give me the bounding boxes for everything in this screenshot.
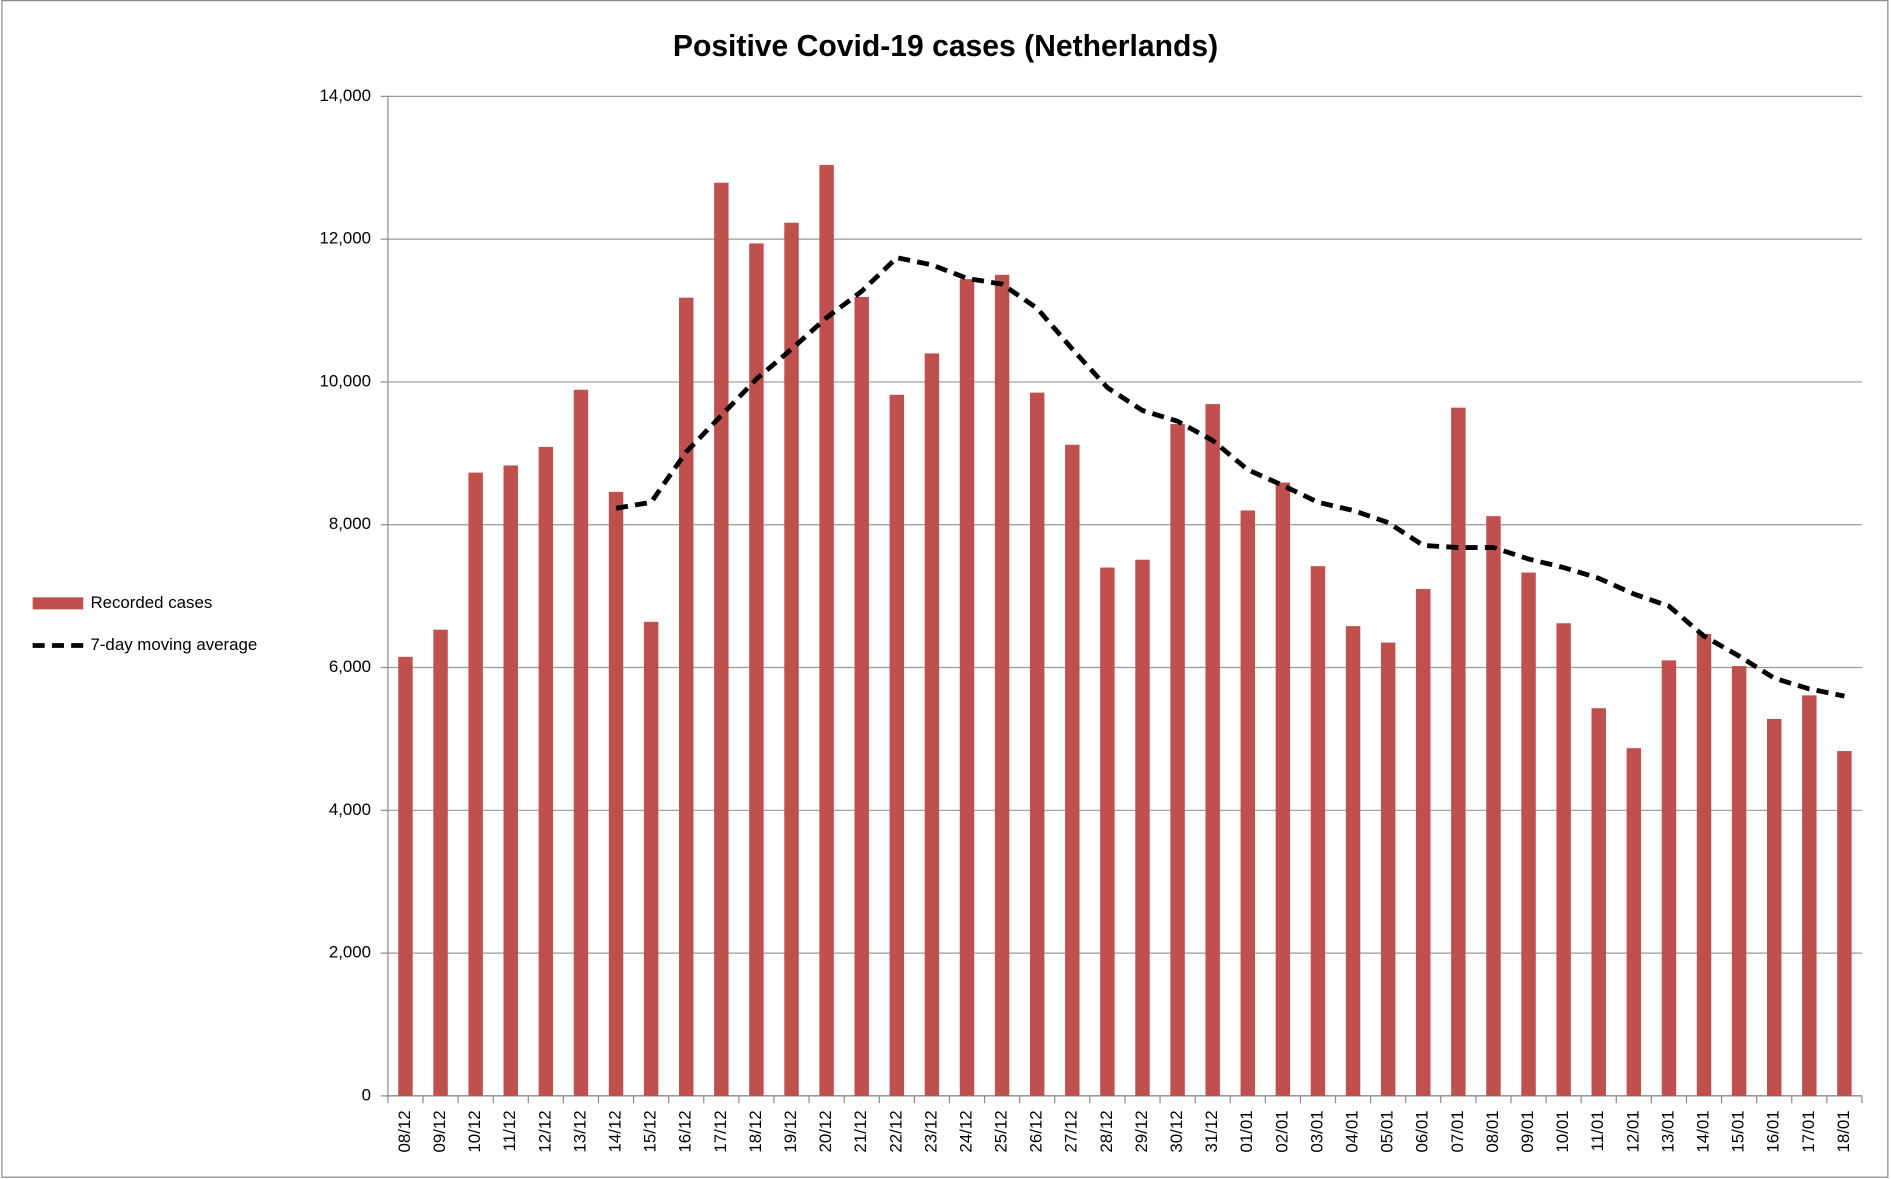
x-tick-label: 10/01: [1553, 1110, 1572, 1152]
bar: [1240, 510, 1256, 1096]
bar: [889, 394, 905, 1096]
bar: [1416, 588, 1431, 1096]
moving-average-line: [615, 255, 1845, 699]
y-tick-label: 14,000: [319, 86, 371, 105]
x-tick-label: 12/12: [535, 1110, 554, 1152]
x-tick-label: 11/01: [1588, 1110, 1607, 1151]
x-tick-label: 05/01: [1378, 1110, 1397, 1152]
x-tick-label: 11/12: [500, 1110, 519, 1151]
x-tick-label: 10/12: [465, 1110, 484, 1152]
x-tick-label: 17/01: [1799, 1110, 1818, 1152]
y-tick-label: 0: [362, 1085, 371, 1104]
bar: [1065, 444, 1080, 1096]
bar: [1591, 708, 1606, 1096]
bar: [1310, 566, 1326, 1096]
bar: [1837, 751, 1852, 1096]
x-tick-label: 04/01: [1343, 1110, 1362, 1152]
y-tick-label: 12,000: [319, 229, 371, 248]
bar: [1626, 748, 1642, 1096]
x-tick-label: 16/12: [676, 1110, 695, 1152]
legend-label: Recorded cases: [90, 593, 212, 612]
x-tick-label: 15/01: [1729, 1110, 1748, 1152]
x-tick-label: 07/01: [1448, 1110, 1467, 1152]
x-tick-label: 17/12: [711, 1110, 730, 1152]
y-tick-label: 6,000: [329, 657, 371, 676]
x-tick-label: 08/12: [395, 1110, 414, 1152]
x-tick-label: 18/12: [746, 1110, 765, 1152]
bar: [643, 621, 659, 1096]
x-tick-label: 09/12: [430, 1110, 449, 1152]
legend-label: 7-day moving average: [90, 635, 257, 654]
y-tick-label: 4,000: [329, 800, 371, 819]
x-tick-label: 31/12: [1202, 1110, 1221, 1152]
x-tick-label: 14/12: [605, 1110, 624, 1152]
x-tick-label: 13/12: [570, 1110, 589, 1152]
x-tick-label: 24/12: [956, 1110, 975, 1152]
bar: [1696, 633, 1712, 1096]
y-tick-label: 2,000: [329, 943, 371, 962]
bar: [854, 296, 869, 1096]
bar: [1029, 392, 1045, 1096]
x-tick-label: 01/01: [1237, 1110, 1256, 1152]
bar: [1275, 482, 1291, 1096]
bar: [1100, 567, 1115, 1096]
x-tick-label: 29/12: [1132, 1110, 1151, 1152]
bar: [924, 353, 940, 1096]
chart-title: Positive Covid-19 cases (Netherlands): [673, 30, 1218, 63]
x-tick-label: 19/12: [781, 1110, 800, 1152]
x-tick-label: 25/12: [992, 1110, 1011, 1152]
bar: [1802, 695, 1817, 1096]
bar: [714, 182, 729, 1096]
bar: [784, 222, 799, 1096]
bar: [959, 279, 975, 1096]
legend-swatch: [32, 597, 84, 610]
x-tick-label: 13/01: [1658, 1110, 1677, 1152]
bar: [749, 243, 764, 1096]
bar: [1451, 407, 1466, 1096]
x-tick-label: 27/12: [1062, 1110, 1081, 1152]
bar: [1556, 623, 1571, 1096]
bar: [1380, 642, 1396, 1096]
bar: [1170, 424, 1185, 1096]
bar: [1135, 559, 1150, 1096]
x-tick-label: 08/01: [1483, 1110, 1502, 1152]
bar: [1731, 666, 1747, 1096]
y-tick-label: 8,000: [329, 514, 371, 533]
x-tick-label: 20/12: [816, 1110, 835, 1152]
x-tick-label: 03/01: [1307, 1110, 1326, 1152]
x-tick-label: 26/12: [1027, 1110, 1046, 1152]
bar: [1486, 516, 1501, 1096]
bar: [573, 389, 589, 1096]
x-tick-label: 22/12: [886, 1110, 905, 1152]
x-tick-label: 23/12: [921, 1110, 940, 1152]
bar: [608, 491, 624, 1096]
bar: [1205, 404, 1220, 1096]
x-tick-label: 12/01: [1623, 1110, 1642, 1152]
bar: [398, 656, 413, 1096]
x-tick-label: 18/01: [1834, 1110, 1853, 1152]
x-tick-label: 02/01: [1272, 1110, 1291, 1152]
bar: [538, 446, 554, 1096]
bar: [994, 274, 1010, 1096]
bar: [433, 629, 448, 1096]
bar: [1661, 660, 1677, 1096]
bar: [679, 297, 694, 1096]
bar: [1766, 718, 1782, 1096]
x-tick-label: 09/01: [1518, 1110, 1537, 1152]
x-tick-label: 16/01: [1764, 1110, 1783, 1152]
x-tick-label: 15/12: [641, 1110, 660, 1152]
x-tick-label: 14/01: [1693, 1110, 1712, 1152]
y-tick-label: 10,000: [319, 371, 371, 390]
bar: [1521, 572, 1536, 1096]
bar: [468, 472, 483, 1096]
x-tick-label: 21/12: [851, 1110, 870, 1152]
x-tick-label: 30/12: [1167, 1110, 1186, 1152]
bar: [819, 164, 834, 1096]
bar: [1345, 626, 1361, 1096]
bar: [503, 465, 518, 1096]
x-tick-label: 28/12: [1097, 1110, 1116, 1152]
x-tick-label: 06/01: [1413, 1110, 1432, 1152]
